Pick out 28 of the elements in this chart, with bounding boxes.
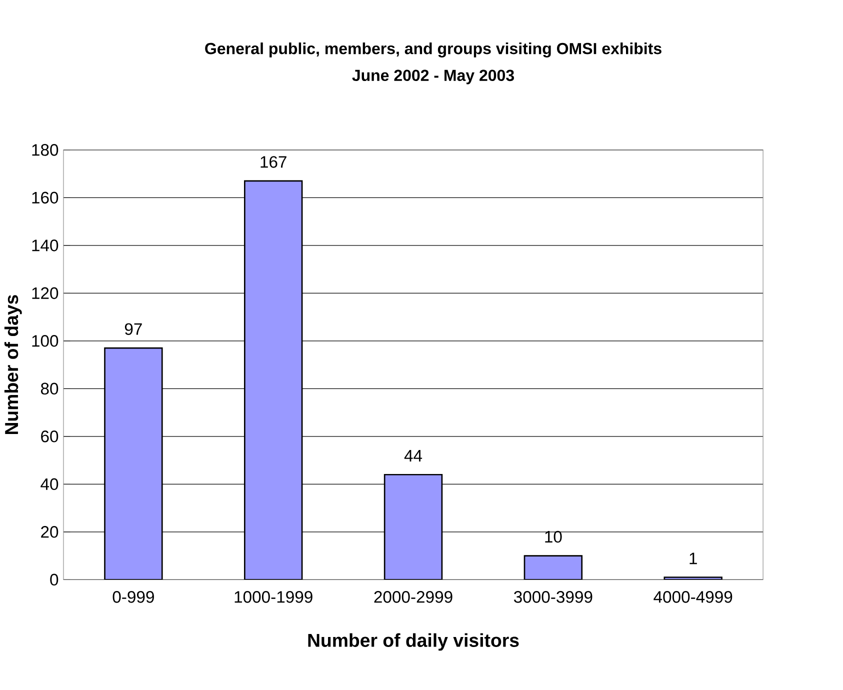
y-tick-label: 160 [32, 192, 58, 204]
bar [524, 555, 583, 580]
y-tick-label: 20 [41, 526, 58, 538]
y-tick-label: 40 [40, 478, 58, 490]
x-tick-label: 3000-3999 [514, 591, 592, 604]
x-axis-title: Number of daily visitors [308, 633, 519, 651]
y-tick-label: 120 [32, 287, 58, 300]
x-tick-label: 4000-4999 [654, 591, 732, 604]
y-tick-label: 60 [41, 430, 58, 443]
y-tick-label: 180 [32, 144, 58, 156]
y-tick-label: 140 [32, 240, 58, 252]
chart-subtitle: June 2002 - May 2003 [352, 70, 514, 84]
x-tick-label: 2000-2999 [374, 591, 452, 604]
bar [384, 474, 443, 580]
data-label: 1 [690, 552, 697, 564]
data-label: 10 [545, 531, 562, 543]
data-label: 167 [260, 156, 286, 168]
bar [104, 348, 163, 580]
data-label: 97 [124, 323, 142, 336]
chart-title: General public, members, and groups visiting OMSI exhibits [205, 42, 662, 58]
bar [244, 180, 303, 580]
y-tick-label: 100 [32, 335, 58, 348]
data-label: 44 [404, 450, 422, 462]
x-tick-label: 1000-1999 [234, 591, 312, 604]
y-axis-title: Number of days [4, 295, 22, 434]
x-tick-label: 0-999 [112, 591, 154, 604]
y-tick-label: 80 [40, 382, 58, 395]
y-tick-label: 0 [50, 574, 58, 586]
